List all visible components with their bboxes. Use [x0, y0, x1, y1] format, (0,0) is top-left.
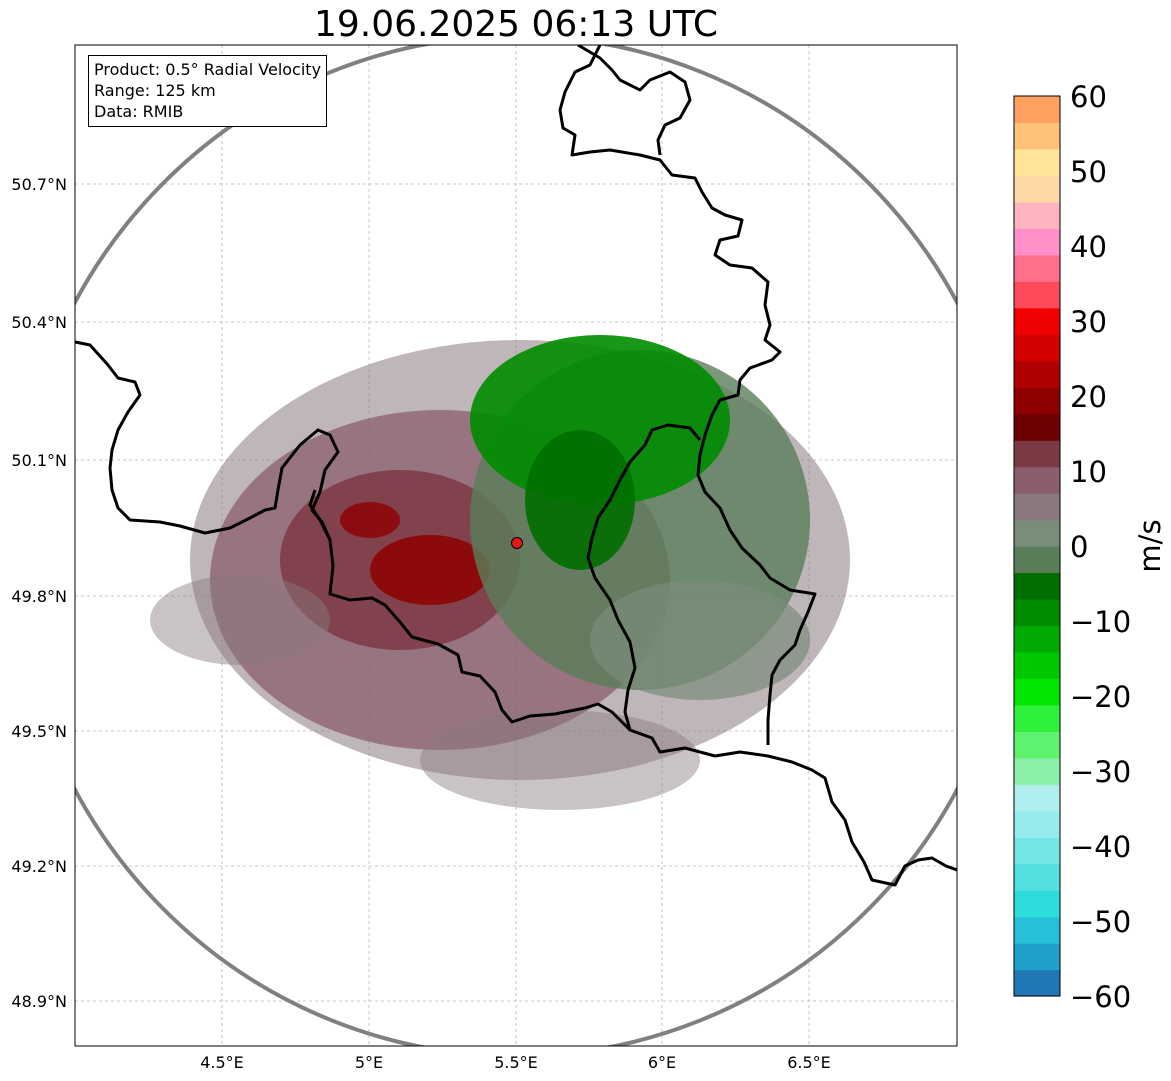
- lon-label: 6°E: [648, 1053, 676, 1072]
- colorbar-segment: [1014, 148, 1060, 177]
- map-title: 19.06.2025 06:13 UTC: [313, 4, 719, 45]
- colorbar-segment: [1014, 519, 1060, 547]
- colorbar-segment: [1014, 810, 1060, 838]
- colorbar-tick-label: 0: [1070, 530, 1088, 564]
- colorbar-segment: [1014, 784, 1060, 812]
- colorbar-tick-label: 60: [1070, 80, 1107, 114]
- colorbar-segment: [1014, 96, 1060, 124]
- colorbar-tick-label: −20: [1070, 680, 1131, 714]
- colorbar-segment: [1014, 493, 1060, 521]
- country-borders: [75, 45, 957, 887]
- colorbar-segment: [1014, 413, 1060, 441]
- colorbar-segment: [1014, 731, 1060, 759]
- colorbar-segment: [1014, 175, 1060, 203]
- radar-echoes: [150, 335, 850, 810]
- colorbar: [1014, 96, 1060, 997]
- colorbar-ticks: 60 50 40 30 20 10 0 −10 −20 −30 −40 −50 …: [1070, 80, 1131, 1014]
- colorbar-tick-label: 10: [1070, 455, 1107, 489]
- colorbar-tick-label: −30: [1070, 755, 1131, 789]
- lon-label: 5.5°E: [494, 1053, 538, 1072]
- plot-frame: [74, 44, 958, 1047]
- lat-label: 50.1°N: [11, 451, 67, 470]
- lat-label: 49.5°N: [11, 722, 67, 741]
- colorbar-tick-label: −40: [1070, 830, 1131, 864]
- colorbar-frame: [1013, 95, 1061, 997]
- lat-label: 50.7°N: [11, 175, 67, 194]
- colorbar-tick-label: 30: [1070, 305, 1107, 339]
- colorbar-segment: [1014, 943, 1060, 971]
- colorbar-tick-label: −50: [1070, 905, 1131, 939]
- lat-label: 48.9°N: [11, 992, 67, 1011]
- colorbar-segment: [1014, 625, 1060, 653]
- lon-label: 5°E: [355, 1053, 383, 1072]
- colorbar-segment: [1014, 837, 1060, 865]
- colorbar-segment: [1014, 678, 1060, 706]
- colorbar-segment: [1014, 122, 1060, 150]
- lat-label: 49.8°N: [11, 587, 67, 606]
- colorbar-tick-label: 20: [1070, 380, 1107, 414]
- colorbar-segment: [1014, 598, 1060, 627]
- colorbar-segment: [1014, 360, 1060, 388]
- colorbar-segment: [1014, 387, 1060, 415]
- colorbar-segment: [1014, 572, 1060, 600]
- colorbar-segment: [1014, 334, 1060, 362]
- range-text: Range: 125 km: [94, 81, 216, 100]
- colorbar-segment: [1014, 307, 1060, 335]
- colorbar-segment: [1014, 890, 1060, 918]
- colorbar-segment: [1014, 440, 1060, 468]
- colorbar-segment: [1014, 757, 1060, 785]
- lat-label: 49.2°N: [11, 857, 67, 876]
- colorbar-tick-label: −60: [1070, 980, 1131, 1014]
- info-box: Product: 0.5° Radial Velocity Range: 125…: [88, 55, 328, 127]
- latitude-labels: 50.7°N 50.4°N 50.1°N 49.8°N 49.5°N 49.2°…: [11, 175, 67, 1011]
- colorbar-segment: [1014, 466, 1060, 494]
- lon-label: 4.5°E: [200, 1053, 244, 1072]
- colorbar-segment: [1014, 969, 1060, 997]
- lat-label: 50.4°N: [11, 313, 67, 332]
- data-source-text: Data: RMIB: [94, 102, 184, 121]
- colorbar-tick-label: 40: [1070, 230, 1107, 264]
- colorbar-segment: [1014, 651, 1060, 679]
- lon-label: 6.5°E: [787, 1053, 831, 1072]
- colorbar-segment: [1014, 254, 1060, 282]
- colorbar-segment: [1014, 916, 1060, 944]
- longitude-labels: 4.5°E 5°E 5.5°E 6°E 6.5°E: [200, 1053, 831, 1072]
- colorbar-segment: [1014, 228, 1060, 256]
- radar-site-marker: [511, 537, 523, 549]
- colorbar-tick-label: 50: [1070, 155, 1107, 189]
- colorbar-segment: [1014, 201, 1060, 229]
- colorbar-segment: [1014, 281, 1060, 309]
- colorbar-segment: [1014, 704, 1060, 732]
- product-text: Product: 0.5° Radial Velocity: [94, 60, 322, 79]
- colorbar-segment: [1014, 863, 1060, 891]
- colorbar-tick-label: −10: [1070, 605, 1131, 639]
- colorbar-label: m/s: [1133, 519, 1167, 572]
- colorbar-segment: [1014, 546, 1060, 574]
